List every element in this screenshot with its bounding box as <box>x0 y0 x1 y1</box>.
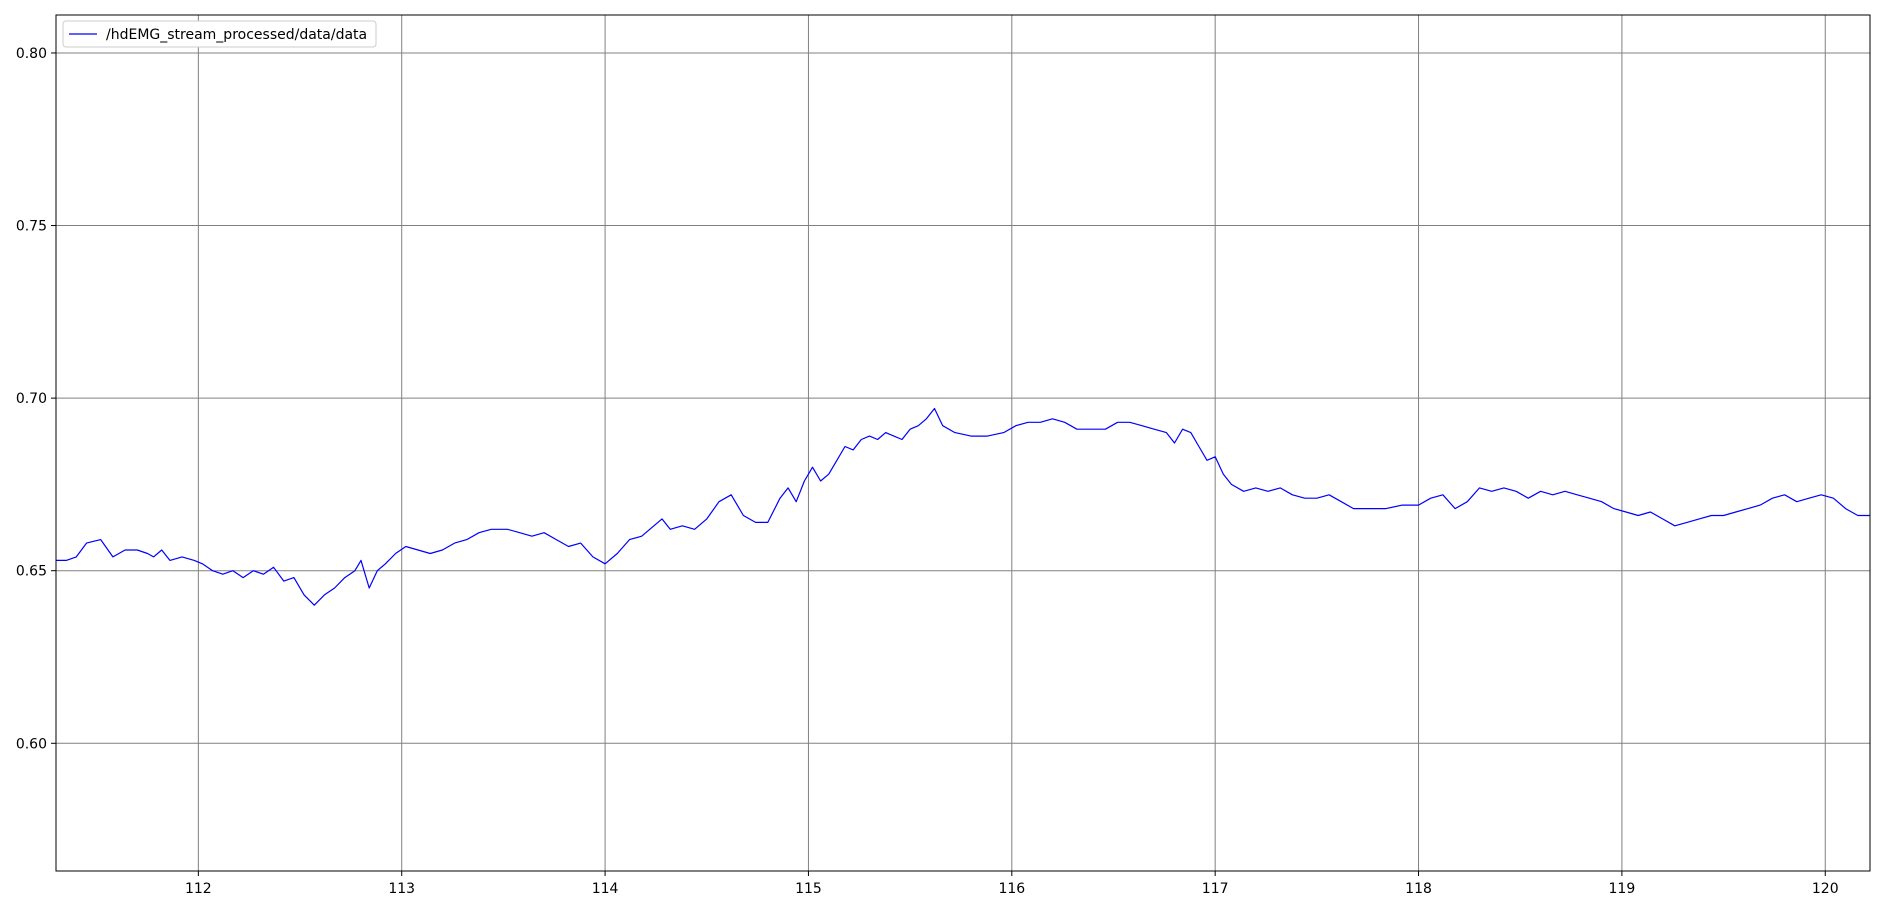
legend: /hdEMG_stream_processed/data/data <box>62 20 377 48</box>
horizontal-grid <box>56 52 1870 744</box>
x-tick-label: 116 <box>998 881 1025 897</box>
x-tick-label: 112 <box>185 881 212 897</box>
series-line <box>56 407 1870 606</box>
legend-box <box>62 20 377 48</box>
y-tick-label: 0.80 <box>16 46 47 62</box>
y-tick-label: 0.70 <box>16 391 47 407</box>
y-axis-ticks: 0.60 0.65 0.70 0.75 0.80 <box>16 46 56 752</box>
vertical-grid <box>197 15 1826 871</box>
x-tick-label: 120 <box>1812 881 1839 897</box>
series-layer <box>56 407 1870 606</box>
x-tick-label: 118 <box>1405 881 1432 897</box>
x-tick-label: 119 <box>1609 881 1636 897</box>
plot-frame <box>55 14 1871 872</box>
y-tick-label: 0.75 <box>16 219 47 235</box>
x-tick-label: 117 <box>1202 881 1229 897</box>
y-tick-label: 0.65 <box>16 564 47 580</box>
x-tick-label: 115 <box>795 881 822 897</box>
legend-label: /hdEMG_stream_processed/data/data <box>106 27 367 43</box>
x-axis-ticks: 112 113 114 115 116 117 118 119 120 <box>185 871 1839 897</box>
y-tick-label: 0.60 <box>16 736 47 752</box>
x-tick-label: 113 <box>388 881 415 897</box>
x-tick-label: 114 <box>592 881 619 897</box>
